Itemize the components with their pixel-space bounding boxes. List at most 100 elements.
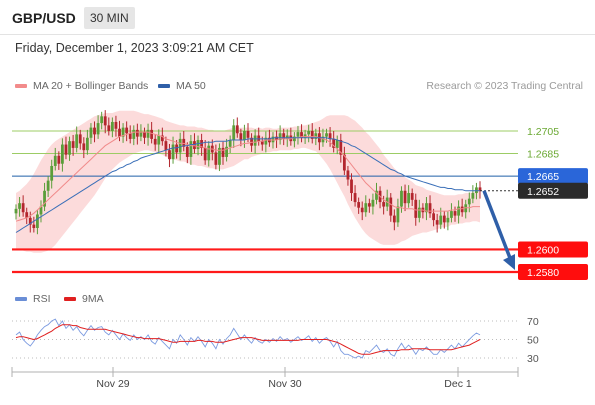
candle-body bbox=[457, 206, 460, 216]
candle-body bbox=[43, 190, 46, 207]
candle-body bbox=[164, 141, 168, 151]
candle-body bbox=[300, 132, 303, 138]
ma20-line bbox=[15, 131, 480, 222]
legend-ma50: MA 50 bbox=[158, 80, 206, 92]
x-tick-label-Nov 30: Nov 30 bbox=[268, 378, 301, 390]
legend-9ma: 9MA bbox=[64, 293, 104, 305]
candle-body bbox=[171, 144, 175, 160]
candle-body bbox=[168, 150, 171, 160]
candle-body bbox=[232, 125, 236, 141]
credit-text: Research © 2023 Trading Central bbox=[426, 80, 583, 92]
candle-body bbox=[218, 147, 221, 165]
candle-body bbox=[243, 131, 246, 141]
candle-body bbox=[14, 208, 18, 214]
candle-body bbox=[21, 203, 25, 213]
candle-body bbox=[439, 215, 443, 225]
level-label-1.2665: 1.2665 bbox=[527, 171, 559, 183]
candle-body bbox=[293, 136, 296, 142]
candle-body bbox=[285, 135, 289, 139]
candle-body bbox=[375, 190, 378, 200]
candle-body bbox=[467, 198, 471, 205]
candle-body bbox=[203, 147, 207, 161]
candle-body bbox=[307, 131, 311, 135]
candle-body bbox=[121, 127, 125, 137]
legend-swatch-9ma bbox=[64, 297, 76, 302]
candle-body bbox=[28, 217, 32, 225]
candle-body bbox=[96, 123, 100, 135]
candle-body bbox=[157, 135, 161, 145]
candle-body bbox=[193, 141, 196, 150]
candle-body bbox=[185, 146, 189, 157]
legend-label-9ma: 9MA bbox=[82, 293, 104, 305]
candle-body bbox=[250, 137, 253, 146]
candle-body bbox=[364, 203, 368, 213]
candle-body bbox=[235, 125, 239, 134]
candle-body bbox=[425, 203, 428, 213]
candle-body bbox=[342, 154, 346, 171]
candle-body bbox=[278, 133, 282, 141]
candle-body bbox=[46, 180, 50, 191]
candle-body bbox=[118, 128, 121, 137]
legend-ma20-bollinger: MA 20 + Bollinger Bands bbox=[15, 80, 148, 92]
rsi-tick-30: 30 bbox=[527, 353, 539, 365]
candle-body bbox=[100, 116, 104, 124]
level-tag-1.2665 bbox=[518, 168, 588, 185]
level-label-1.2685: 1.2685 bbox=[527, 149, 559, 161]
candle-body bbox=[389, 197, 393, 216]
candle-body bbox=[310, 131, 314, 139]
candle-body bbox=[132, 129, 136, 139]
candle-body bbox=[107, 125, 111, 131]
level-label-1.2580: 1.2580 bbox=[527, 267, 559, 279]
legend-label-ma50: MA 50 bbox=[176, 80, 206, 92]
candle-body bbox=[271, 136, 275, 143]
candle-body bbox=[400, 190, 403, 207]
candle-body bbox=[175, 144, 179, 153]
candle-body bbox=[178, 138, 182, 153]
candle-body bbox=[71, 141, 75, 148]
x-tick-label-Dec 1: Dec 1 bbox=[444, 378, 472, 390]
candle-body bbox=[314, 133, 318, 139]
candle-body bbox=[64, 144, 68, 155]
candle-body bbox=[36, 214, 39, 229]
candle-body bbox=[282, 133, 286, 139]
candle-body bbox=[410, 193, 414, 200]
forecast-arrow-shaft bbox=[482, 190, 512, 259]
candle-body bbox=[432, 213, 435, 221]
candle-body bbox=[114, 121, 118, 129]
candle-body bbox=[396, 206, 400, 223]
candle-body bbox=[453, 211, 457, 216]
level-tag-1.2600 bbox=[518, 241, 588, 258]
candle-body bbox=[25, 212, 29, 218]
timeframe-badge[interactable]: 30 MIN bbox=[84, 7, 135, 29]
candle-body bbox=[325, 133, 328, 137]
candle-body bbox=[275, 136, 278, 141]
legend-swatch-ma20 bbox=[15, 84, 27, 89]
candle-body bbox=[200, 140, 203, 148]
candle-body bbox=[353, 193, 357, 203]
candle-body bbox=[339, 140, 343, 155]
rsi-tick-70: 70 bbox=[527, 316, 539, 328]
header-divider bbox=[0, 34, 595, 35]
candle-body bbox=[371, 199, 375, 207]
candle-body bbox=[214, 152, 218, 165]
level-label-1.2705: 1.2705 bbox=[527, 126, 559, 138]
timestamp: Friday, December 1, 2023 3:09:21 AM CET bbox=[15, 41, 254, 55]
symbol-title: GBP/USD bbox=[12, 10, 76, 26]
candle-body bbox=[257, 135, 261, 142]
candle-body bbox=[335, 140, 339, 148]
candle-body bbox=[350, 179, 353, 194]
candle-body bbox=[189, 141, 193, 157]
legend-rsi: RSI bbox=[15, 293, 51, 305]
candle-body bbox=[39, 206, 43, 215]
candle-body bbox=[464, 204, 468, 213]
current-price-tag bbox=[518, 182, 588, 199]
candle-body bbox=[253, 135, 257, 146]
candle-body bbox=[289, 135, 293, 142]
candle-body bbox=[446, 217, 450, 223]
candle-body bbox=[125, 127, 129, 134]
candle-body bbox=[182, 138, 186, 147]
candle-body bbox=[225, 146, 228, 157]
candle-body bbox=[435, 220, 439, 225]
candle-body bbox=[417, 207, 421, 218]
